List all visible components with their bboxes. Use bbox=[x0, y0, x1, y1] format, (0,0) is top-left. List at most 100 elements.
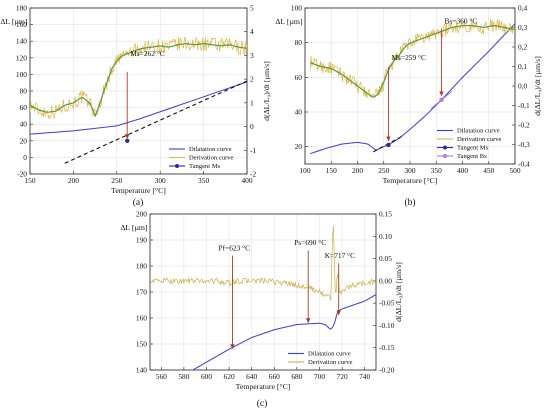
y2-tick-label: -0,4 bbox=[518, 160, 530, 169]
legend-item: Dilatation curve bbox=[288, 351, 351, 358]
annotation-arrow-head bbox=[336, 310, 341, 316]
legend-swatch-marker bbox=[175, 164, 179, 168]
y-tick-label: 160 bbox=[16, 20, 27, 29]
x-tick-label: 250 bbox=[378, 166, 389, 175]
legend: Dilatation curve Derivation curveTangent … bbox=[169, 146, 234, 170]
x-tick-label: 700 bbox=[314, 372, 325, 381]
x-tick-label: 660 bbox=[269, 372, 280, 381]
y2-tick-label: -1 bbox=[250, 146, 256, 155]
y-tick-label: 200 bbox=[136, 210, 147, 219]
y-tick-label: 20 bbox=[20, 136, 28, 145]
y2-tick-label: 0,1 bbox=[518, 62, 528, 71]
legend-label: Tangent Ms bbox=[457, 145, 489, 152]
derivation-curve-line bbox=[309, 18, 515, 99]
annotation-label: Ps=690 °C bbox=[294, 238, 326, 247]
y2-tick-label: 0.10 bbox=[379, 232, 392, 241]
y-tick-label: 40 bbox=[295, 108, 303, 117]
legend-label: Dilatation curve bbox=[308, 351, 351, 358]
derivation-curve-line bbox=[30, 36, 247, 120]
y2-tick-label: 1 bbox=[250, 98, 254, 107]
legend-item: Tangent Bs bbox=[437, 153, 487, 160]
x-tick-label: 580 bbox=[178, 372, 189, 381]
y-tick-label: 180 bbox=[16, 4, 27, 13]
legend-item: Tangent Ms bbox=[169, 163, 221, 170]
x-tick-label: 400 bbox=[241, 176, 252, 185]
annotation-label: Pf=623 °C bbox=[218, 243, 250, 252]
legend-item: Derivation curve bbox=[169, 155, 234, 162]
y2-tick-label: -0.20 bbox=[379, 366, 395, 375]
y-tick-label: 40 bbox=[20, 120, 28, 129]
derivation-smoothed-line bbox=[30, 42, 247, 118]
y2-tick-label: -2 bbox=[250, 170, 256, 179]
y-axis-title: ΔL [µm] bbox=[0, 17, 28, 26]
legend-label: Dilatation curve bbox=[457, 128, 500, 135]
y2-tick-label: -0,3 bbox=[518, 140, 530, 149]
y-tick-label: 180 bbox=[136, 262, 147, 271]
plot-area bbox=[30, 36, 247, 164]
y-tick-label: 160 bbox=[136, 314, 147, 323]
panel-a: 150 200 250 300 350 400-200204060801001201401… bbox=[0, 4, 271, 209]
panel-label: (b) bbox=[404, 197, 415, 208]
x-tick-label: 200 bbox=[352, 166, 363, 175]
annotation-arrow-head bbox=[306, 318, 311, 324]
legend-swatch-marker bbox=[443, 145, 447, 150]
y-tick-label: -20 bbox=[17, 170, 27, 179]
dilatation-curve-line bbox=[310, 23, 515, 155]
x-tick-label: 680 bbox=[291, 372, 302, 381]
y2-tick-label: -0.05 bbox=[379, 299, 395, 308]
y2-tick-label: 0.15 bbox=[379, 210, 392, 219]
legend-item: Dilatation curve bbox=[169, 146, 232, 153]
legend-item: Dilatation curve bbox=[437, 128, 500, 135]
legend-label: Tangent Ms bbox=[189, 163, 221, 170]
panel-label: (a) bbox=[133, 197, 144, 208]
tangent-ms-line bbox=[64, 80, 247, 164]
x-tick-label: 600 bbox=[201, 372, 212, 381]
legend-item: Derivation curve bbox=[288, 359, 353, 366]
annotation-label: Ms=259 °C bbox=[391, 53, 426, 62]
x-tick-label: 350 bbox=[198, 176, 209, 185]
x-tick-label: 500 bbox=[509, 166, 520, 175]
y-tick-label: 80 bbox=[20, 87, 28, 96]
legend-label: Derivation curve bbox=[189, 155, 234, 162]
legend-item: Derivation curve bbox=[437, 136, 502, 143]
y2-tick-label: 0.00 bbox=[379, 276, 392, 285]
plot-area bbox=[309, 18, 515, 155]
x-tick-label: 450 bbox=[483, 166, 494, 175]
y-tick-label: 60 bbox=[20, 103, 28, 112]
y-tick-label: 140 bbox=[16, 37, 27, 46]
y2-tick-label: 0,4 bbox=[518, 4, 528, 13]
y-tick-label: 0 bbox=[23, 153, 27, 162]
x-tick-label: 250 bbox=[111, 176, 122, 185]
y-tick-label: 120 bbox=[16, 53, 27, 62]
tangent-ms-marker bbox=[125, 138, 130, 143]
y2-tick-label: 2 bbox=[250, 75, 254, 84]
legend-label: Dilatation curve bbox=[189, 146, 232, 153]
y2-tick-label: 0.05 bbox=[379, 254, 392, 263]
panel-b: 100 150 200 250 300 350 400 450 500 20 40 60 80 100 -0… bbox=[275, 4, 542, 209]
y2-tick-label: 0,2 bbox=[518, 43, 528, 52]
x-axis-title: Temperature [°C] bbox=[236, 382, 291, 391]
x-axis-title: Temperature [°C] bbox=[383, 176, 438, 185]
annotation-arrow-head bbox=[386, 136, 391, 142]
y2-tick-label: 0 bbox=[250, 122, 254, 131]
legend-label: Derivation curve bbox=[308, 359, 353, 366]
x-tick-label: 150 bbox=[24, 176, 35, 185]
y2-axis-title: d(ΔL/L₀)/dt [µm/s] bbox=[262, 61, 271, 121]
x-tick-label: 740 bbox=[359, 372, 370, 381]
x-tick-label: 200 bbox=[68, 176, 79, 185]
y-tick-label: 20 bbox=[295, 142, 303, 151]
x-tick-label: 560 bbox=[156, 372, 167, 381]
x-tick-label: 720 bbox=[337, 372, 348, 381]
legend-label: Tangent Bs bbox=[457, 153, 487, 160]
annotation-arrow-head bbox=[230, 344, 235, 350]
y2-tick-label: 3 bbox=[250, 51, 254, 60]
y-tick-label: 170 bbox=[136, 288, 147, 297]
legend-swatch-marker bbox=[443, 154, 447, 158]
y2-tick-label: -0,2 bbox=[518, 121, 530, 130]
y-tick-label: 150 bbox=[136, 340, 147, 349]
x-tick-label: 640 bbox=[246, 372, 257, 381]
